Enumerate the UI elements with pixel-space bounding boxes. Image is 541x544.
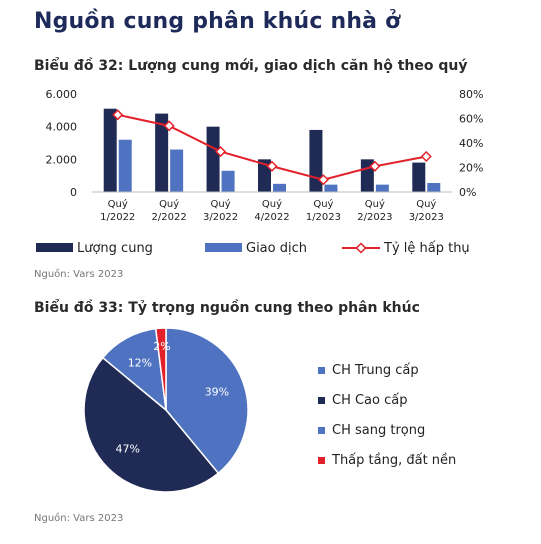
line-point-marker bbox=[317, 174, 329, 186]
legend-swatch bbox=[318, 456, 325, 464]
x-tick-label-line2: 2/2022 bbox=[152, 212, 187, 223]
pie-slice bbox=[101, 327, 167, 412]
line-point-marker bbox=[215, 146, 227, 158]
x-tick-label-line1: Quý bbox=[159, 198, 179, 210]
pie-slice-label: 12% bbox=[128, 357, 152, 370]
x-tick-label-line2: 4/2022 bbox=[254, 212, 289, 223]
x-tick-label-line2: 3/2023 bbox=[409, 212, 444, 223]
bar-giao-dich bbox=[324, 184, 338, 192]
line-point-marker bbox=[112, 109, 124, 121]
line-point-marker bbox=[266, 160, 278, 172]
bar-luong-cung bbox=[155, 113, 169, 192]
right-axis-tick-label: 0% bbox=[459, 186, 476, 199]
legend-swatch bbox=[318, 396, 325, 404]
legend-label: CH sang trọng bbox=[332, 422, 426, 438]
x-tick-label-line2: 1/2022 bbox=[100, 212, 135, 223]
chart2-source: Nguồn: Vars 2023 bbox=[34, 513, 124, 524]
chart1-title: Biểu đồ 32: Lượng cung mới, giao dịch că… bbox=[34, 58, 468, 74]
left-axis-tick-label: 0 bbox=[70, 186, 77, 199]
chart1-source: Nguồn: Vars 2023 bbox=[34, 269, 124, 280]
legend-label: Giao dịch bbox=[246, 241, 307, 256]
pie-slice-label: 2% bbox=[153, 340, 170, 353]
legend-label: Lượng cung bbox=[77, 241, 153, 256]
legend-label: Tỷ lệ hấp thụ bbox=[383, 241, 470, 256]
pie-slice bbox=[154, 327, 167, 411]
x-tick-label-line1: Quý bbox=[365, 198, 385, 210]
left-axis-tick-label: 4.000 bbox=[46, 121, 78, 134]
x-tick-label-line2: 2/2023 bbox=[357, 212, 392, 223]
pie-slice-label: 39% bbox=[205, 386, 229, 399]
legend-label: CH Trung cấp bbox=[332, 362, 419, 378]
legend-item: CH sang trọng bbox=[318, 415, 456, 445]
bar-luong-cung bbox=[206, 126, 220, 192]
x-tick-label-line1: Quý bbox=[211, 198, 231, 210]
line-point-marker bbox=[369, 160, 381, 172]
legend-swatch-luong-cung bbox=[36, 243, 73, 252]
bar-luong-cung bbox=[103, 108, 117, 192]
left-axis-tick-label: 2.000 bbox=[46, 153, 78, 166]
chart2-title: Biểu đồ 33: Tỷ trọng nguồn cung theo phâ… bbox=[34, 300, 420, 316]
x-tick-label-line1: Quý bbox=[416, 198, 436, 210]
x-tick-label-line1: Quý bbox=[313, 198, 333, 210]
bar-giao-dich bbox=[273, 183, 286, 192]
legend-item: CH Trung cấp bbox=[318, 355, 456, 385]
page-title: Nguồn cung phân khúc nhà ở bbox=[34, 9, 401, 34]
legend-item: Thấp tầng, đất nền bbox=[318, 445, 456, 475]
left-axis-tick-label: 6.000 bbox=[46, 88, 78, 101]
pie-slice bbox=[165, 327, 249, 475]
chart2-legend: CH Trung cấp CH Cao cấp CH sang trọng Th… bbox=[318, 355, 456, 475]
legend-label: Thấp tầng, đất nền bbox=[332, 452, 457, 468]
legend-item: CH Cao cấp bbox=[318, 385, 456, 415]
pie-slice-label: 47% bbox=[116, 442, 140, 455]
x-tick-label-line1: Quý bbox=[108, 198, 128, 210]
bar-luong-cung bbox=[412, 162, 426, 192]
pie-slice bbox=[83, 356, 220, 493]
legend-swatch-giao-dich bbox=[205, 243, 242, 252]
bar-giao-dich bbox=[375, 184, 389, 192]
bar-giao-dich bbox=[221, 170, 235, 192]
legend-swatch bbox=[318, 366, 325, 374]
right-axis-tick-label: 80% bbox=[459, 88, 483, 101]
legend-label: CH Cao cấp bbox=[332, 392, 408, 408]
bar-giao-dich bbox=[427, 183, 441, 192]
legend-marker bbox=[355, 242, 367, 254]
legend-swatch bbox=[318, 426, 325, 434]
chart1-combo-chart: 0 2.000 4.000 6.000 0% 20% 40% 60% 80% Quý 1/2022 Q… bbox=[36, 88, 483, 256]
right-axis-tick-label: 20% bbox=[459, 162, 483, 175]
right-axis-tick-label: 60% bbox=[459, 113, 483, 126]
right-axis-tick-label: 40% bbox=[459, 137, 483, 150]
x-tick-label-line2: 3/2022 bbox=[203, 212, 238, 223]
bar-giao-dich bbox=[118, 139, 132, 192]
x-tick-label-line1: Quý bbox=[262, 198, 282, 210]
x-tick-label-line2: 1/2023 bbox=[306, 212, 341, 223]
chart2-pie-chart: 39% 47% 12%2% bbox=[83, 327, 249, 493]
bar-giao-dich bbox=[170, 149, 184, 192]
bar-luong-cung bbox=[309, 129, 323, 192]
line-point-marker bbox=[163, 120, 175, 132]
line-point-marker bbox=[420, 150, 432, 163]
